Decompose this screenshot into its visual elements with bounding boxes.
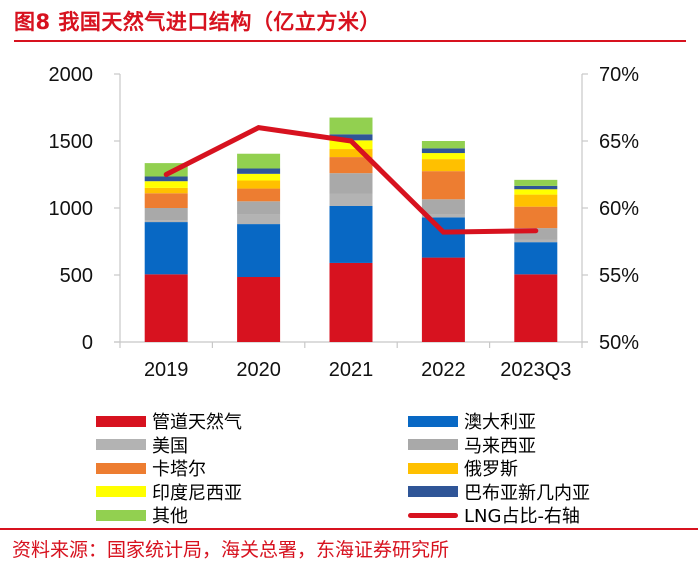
legend-item: 美国 [96,433,188,457]
bar-segment [144,176,188,182]
x-axis-tick-label: 2022 [421,359,466,381]
bar-segment [329,140,373,150]
bar-segment [514,189,558,195]
legend-line-swatch [408,512,458,518]
chart-plot: 0 500 1000 1500 2000 50% 55% 60% 65% 70% 2019 2020 2… [49,64,640,381]
bar-segment [421,257,465,342]
legend-label: 澳大利亚 [464,412,536,433]
x-axis-tick-label: 2023Q3 [500,359,571,381]
bar-segment [514,194,558,207]
bar-segment [329,193,373,206]
bar-segment [514,179,558,186]
bar-segment [329,205,373,263]
bar-segment [237,180,281,189]
left-axis-tick-label: 2000 [49,64,94,86]
source-divider [0,528,698,530]
legend-color-swatch [408,462,458,474]
legend-color-swatch [408,439,458,450]
bar-segment [514,206,558,229]
left-axis-tick-label: 1500 [49,131,94,153]
bar-segment [144,187,188,194]
legend-label: 俄罗斯 [464,459,518,480]
legend-color-swatch [96,439,146,450]
bar-segment [144,181,188,188]
x-axis-tick-label: 2019 [144,359,189,381]
legend-color-swatch [96,486,146,497]
bar-segment [421,153,465,160]
legend-color-swatch [96,415,146,427]
left-axis-tick-label: 1000 [49,198,94,220]
legend-label: 卡塔尔 [152,459,206,480]
bar-segment [329,117,373,135]
bar-segment [329,149,373,158]
legend-item: 马来西亚 [408,433,536,457]
bar-segment [421,199,465,215]
bar-segment [237,201,281,215]
bar-segment [237,214,281,225]
legend-item: 澳大利亚 [408,409,536,433]
bar-segment [144,222,188,275]
bar-segment [144,274,188,342]
bar-segment [421,148,465,154]
left-axis-tick-label: 500 [60,265,93,287]
bar-segment [421,141,465,149]
bar-segment [144,193,188,208]
legend-item: 巴布亚新几内亚 [408,480,590,504]
bar-segment [514,274,558,342]
x-axis-tick-label: 2020 [236,359,281,381]
bar-segment [144,220,188,223]
legend-label: LNG占比-右轴 [464,506,580,527]
right-axis-tick-label: 65% [599,131,639,153]
bar-segment [237,224,281,278]
right-axis-tick-label: 55% [599,265,639,287]
bar-segment [237,168,281,174]
legend-label: 管道天然气 [152,412,242,433]
legend-color-swatch [408,486,458,497]
bar-segment [237,277,281,342]
x-axis-tick-label: 2021 [329,359,374,381]
right-axis-tick-label: 60% [599,198,639,220]
bar-segment [144,208,188,221]
bar-segment [329,262,373,342]
bar-segment [237,188,281,202]
right-axis-tick-label: 70% [599,64,639,86]
legend-label: 美国 [152,435,188,457]
legend-item: 管道天然气 [96,409,242,433]
bar-segment [421,217,465,258]
bar-segment [421,214,465,218]
bar-segment [329,134,373,141]
legend-item: 其他 [96,503,188,527]
legend-item: 俄罗斯 [408,456,518,480]
title-divider [14,40,686,42]
legend-label: 马来西亚 [464,435,536,457]
bar-segment [514,185,558,190]
left-axis-tick-label: 0 [82,332,93,354]
line-group [163,125,539,235]
bar-segment [421,171,465,200]
legend-item: 卡塔尔 [96,456,206,480]
legend-label: 其他 [152,506,188,527]
bar-segment [237,153,281,169]
bar-segment [514,228,558,240]
bar-segment [514,242,558,275]
legend-color-swatch [96,509,146,521]
bar-segment [329,173,373,194]
chart-title: 图8 我国天然气进口结构（亿立方米） [14,10,381,34]
legend-label: 巴布亚新几内亚 [464,482,590,504]
legend-item: LNG占比-右轴 [408,503,580,527]
axes-group: 0 500 1000 1500 2000 50% 55% 60% 65% 70% 2019 2020 2… [49,64,640,381]
bar-segment [514,239,558,243]
legend-item: 印度尼西亚 [96,480,242,504]
bar-segment [237,173,281,181]
legend-label: 印度尼西亚 [152,482,242,504]
bar-segment [329,157,373,174]
right-axis-tick-label: 50% [599,332,639,354]
legend-color-swatch [96,462,146,474]
bars-group [144,117,558,342]
source-note: 资料来源：国家统计局，海关总署，东海证券研究所 [12,539,450,561]
bar-segment [421,159,465,172]
legend-color-swatch [408,415,458,427]
